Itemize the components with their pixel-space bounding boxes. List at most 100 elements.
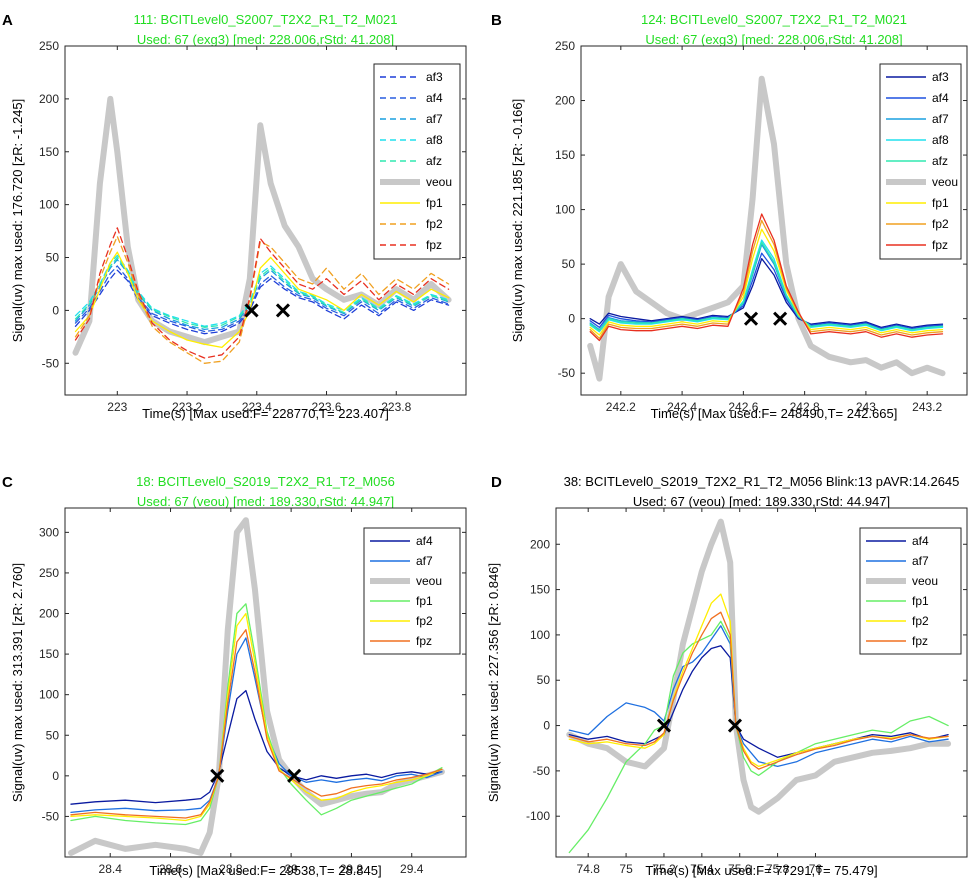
y-tick-label: 150: [39, 145, 59, 159]
blink-marker: [773, 311, 788, 326]
blink-marker: [210, 768, 225, 783]
y-tick-label: 100: [555, 203, 575, 217]
legend-label-af4: af4: [426, 91, 443, 105]
y-tick-label: 250: [39, 566, 59, 580]
y-tick-label: 50: [46, 251, 60, 265]
legend-label-afz: afz: [932, 154, 948, 168]
panel-label: D: [491, 474, 502, 491]
legend-label-af8: af8: [426, 133, 443, 147]
legend-label-af4: af4: [912, 534, 929, 548]
legend-label-af3: af3: [426, 70, 443, 84]
legend-label-afz: afz: [426, 154, 442, 168]
y-tick-label: 200: [555, 94, 575, 108]
x-tick-label: 223.8: [381, 400, 411, 414]
x-tick-label: 75.8: [766, 862, 790, 876]
legend-label-af8: af8: [932, 133, 949, 147]
legend: af3 af4 af7 af8 afz veou fp1 fp2 fpz: [373, 63, 461, 260]
x-tick-label: 29: [284, 862, 298, 876]
x-tick-label: 75.2: [652, 862, 676, 876]
x-tick-label: 243: [856, 400, 876, 414]
y-axis-label: Signal(uv) max used: 313.391 [zR: 2.760]: [10, 563, 25, 802]
chart-title: 124: BCITLevel0_S2007_T2X2_R1_T2_M021: [641, 12, 907, 27]
series-line-fpz: [589, 213, 944, 342]
x-tick-label: 223.6: [312, 400, 342, 414]
blink-marker: [743, 311, 759, 326]
x-tick-label: 242.8: [790, 400, 820, 414]
y-axis-label: Signal(uv) max used: 221.185 [zR: -0.166…: [510, 99, 525, 343]
panel-label: A: [2, 12, 13, 29]
legend-label-af7: af7: [416, 554, 433, 568]
chart-subtitle: Used: 67 (veou) [med: 189.330,rStd: 44.9…: [633, 494, 890, 509]
y-axis-label: Signal(uv) max used: 176.720 [zR: -1.245…: [10, 99, 25, 343]
panel-a: A 111: BCITLevel0_S2007_T2X2_R1_T2_M021 Us…: [2, 12, 467, 421]
series-line-afz: [589, 241, 944, 332]
y-tick-label: 150: [39, 647, 59, 661]
legend-label-fp1: fp1: [912, 594, 929, 608]
series-line-veou: [587, 75, 946, 382]
series-line-fp2: [589, 219, 944, 339]
legend: af4 af7 veou fp1 fp2 fpz: [363, 527, 461, 655]
series-line-af4: [589, 252, 944, 330]
blink-marker: [287, 768, 302, 783]
panel-c: C 18: BCITLevel0_S2019_T2X2_R1_T2_M056 Use…: [2, 474, 467, 878]
y-tick-label: -50: [42, 809, 60, 823]
series-line-af7: [74, 258, 450, 331]
series-line-fp1: [589, 228, 944, 336]
x-tick-label: 75.6: [728, 862, 752, 876]
legend-label-fp1: fp1: [416, 594, 433, 608]
y-tick-label: 200: [530, 537, 550, 551]
legend-label-fpz: fpz: [426, 238, 442, 252]
series-line-af4: [70, 689, 443, 805]
legend: af3 af4 af7 af8 afz veou fp1 fp2 fpz: [879, 63, 962, 260]
x-tick-label: 223.4: [242, 400, 272, 414]
series-line-fp1: [70, 603, 443, 826]
x-tick-label: 76: [809, 862, 823, 876]
y-tick-label: -50: [533, 764, 551, 778]
y-tick-label: -100: [526, 809, 550, 823]
chart-subtitle: Used: 67 (exg3) [med: 228.006,rStd: 41.2…: [137, 32, 394, 47]
legend-label-af4: af4: [932, 91, 949, 105]
y-tick-label: 50: [562, 257, 576, 271]
x-tick-label: 29.2: [340, 862, 364, 876]
y-tick-label: -50: [42, 356, 60, 370]
x-tick-label: 242.4: [667, 400, 697, 414]
series-line-afz: [74, 256, 450, 328]
panel-label: C: [2, 474, 13, 491]
y-tick-label: 100: [39, 688, 59, 702]
legend-label-veou: veou: [426, 175, 452, 189]
panel-b: B 124: BCITLevel0_S2007_T2X2_R1_T2_M021 Us…: [491, 12, 968, 421]
panel-d: D 38: BCITLevel0_S2019_T2X2_R1_T2_M056 Bl…: [486, 474, 968, 878]
chart-subtitle: Used: 67 (veou) [med: 189.330,rStd: 44.9…: [137, 494, 394, 509]
legend-label-af7: af7: [912, 554, 929, 568]
legend-label-fp2: fp2: [416, 614, 433, 628]
legend: af4 af7 veou fp1 fp2 fpz: [859, 527, 962, 655]
series-group: [566, 518, 952, 854]
legend-label-fpz: fpz: [932, 238, 948, 252]
legend-label-af7: af7: [932, 112, 949, 126]
blink-marker: [275, 303, 290, 318]
series-line-fpz: [70, 629, 443, 819]
y-tick-label: 0: [543, 719, 550, 733]
legend-label-fp2: fp2: [426, 217, 443, 231]
legend-label-fp1: fp1: [426, 196, 443, 210]
y-tick-label: 0: [52, 769, 59, 783]
y-tick-label: 200: [39, 607, 59, 621]
x-tick-label: 28.8: [219, 862, 243, 876]
legend-label-af3: af3: [932, 70, 949, 84]
legend-label-fp2: fp2: [912, 614, 929, 628]
y-tick-label: 300: [39, 525, 59, 539]
x-tick-label: 242.6: [728, 400, 758, 414]
series-group: [68, 517, 445, 856]
y-tick-label: 200: [39, 92, 59, 106]
x-axis-label: Time(s) [Max used:F= 248490,T= 242.665]: [651, 406, 898, 421]
series-line-veou: [566, 518, 952, 815]
y-tick-label: 0: [52, 303, 59, 317]
blink-marker: [244, 303, 259, 318]
series-line-fp2: [70, 612, 443, 822]
legend-label-veou: veou: [932, 175, 958, 189]
y-tick-label: 50: [46, 728, 60, 742]
y-tick-label: -50: [558, 366, 576, 380]
series-line-af3: [589, 258, 944, 329]
legend-label-veou: veou: [416, 574, 442, 588]
